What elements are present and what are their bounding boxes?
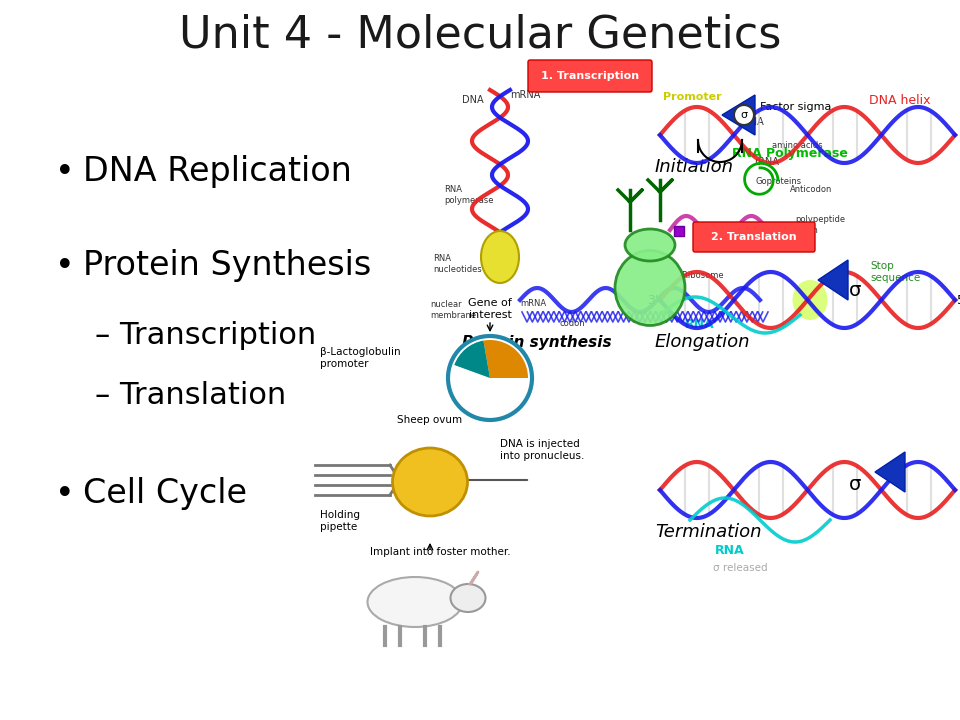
Text: Implant into foster mother.: Implant into foster mother. (370, 547, 511, 557)
Text: σ released: σ released (712, 563, 767, 573)
Text: Factor sigma: Factor sigma (760, 102, 831, 112)
Text: Termination: Termination (655, 523, 761, 541)
Ellipse shape (615, 251, 685, 325)
Polygon shape (722, 95, 755, 135)
Text: Anticodon: Anticodon (790, 186, 832, 194)
Text: •: • (55, 156, 75, 189)
Text: amino acids: amino acids (772, 140, 823, 150)
Text: σ: σ (849, 475, 861, 495)
Text: – Transcription: – Transcription (95, 322, 316, 351)
Bar (674, 226, 684, 236)
Text: σ: σ (849, 281, 861, 300)
Polygon shape (875, 452, 905, 492)
Wedge shape (454, 341, 490, 378)
Ellipse shape (450, 584, 486, 612)
Text: Promoter: Promoter (662, 92, 721, 102)
Text: 2. Translation: 2. Translation (711, 232, 797, 242)
Text: σ: σ (740, 110, 748, 120)
Text: DNA helix: DNA helix (869, 94, 931, 107)
Bar (762, 226, 772, 236)
Text: Gene of
interest: Gene of interest (468, 298, 512, 320)
Bar (740, 226, 750, 236)
Bar (718, 226, 728, 236)
Text: 3': 3' (647, 294, 658, 307)
Text: RNA Polymerase: RNA Polymerase (732, 146, 848, 160)
Ellipse shape (368, 577, 463, 627)
Polygon shape (818, 260, 848, 300)
Text: Initiation: Initiation (655, 158, 734, 176)
Bar (784, 226, 794, 236)
Ellipse shape (625, 229, 675, 261)
Ellipse shape (793, 280, 828, 320)
Text: Elongation: Elongation (655, 333, 751, 351)
Circle shape (734, 105, 754, 125)
Text: DNA: DNA (462, 95, 484, 105)
Text: mRNA: mRNA (520, 300, 546, 308)
Text: 5': 5' (957, 294, 960, 307)
Text: 1. Transcription: 1. Transcription (540, 71, 639, 81)
Text: Goproteins: Goproteins (755, 178, 802, 186)
Text: RNA
polymerase: RNA polymerase (444, 185, 493, 204)
Ellipse shape (393, 448, 468, 516)
Text: DNA Replication: DNA Replication (83, 156, 352, 189)
Text: RNA
nucleotides: RNA nucleotides (433, 254, 482, 274)
Text: •: • (55, 477, 75, 510)
FancyBboxPatch shape (693, 222, 815, 252)
Text: Protein Synthesis: Protein Synthesis (83, 250, 372, 282)
Text: codon: codon (560, 320, 586, 328)
Text: Unit 4 - Molecular Genetics: Unit 4 - Molecular Genetics (179, 14, 781, 56)
Text: RNA: RNA (685, 318, 715, 331)
Text: Stop
sequence: Stop sequence (870, 261, 921, 283)
Text: rRNA: rRNA (754, 157, 779, 167)
Text: Protein synthesis: Protein synthesis (462, 335, 612, 349)
Text: polypeptide
chain: polypeptide chain (795, 215, 845, 235)
Text: Cell Cycle: Cell Cycle (83, 477, 247, 510)
Text: •: • (55, 250, 75, 282)
Bar (696, 226, 706, 236)
Wedge shape (484, 340, 528, 378)
Text: -Ribosome: -Ribosome (680, 271, 725, 281)
Text: DNA is injected
into pronucleus.: DNA is injected into pronucleus. (500, 439, 585, 461)
Text: β-Lactoglobulin
promoter: β-Lactoglobulin promoter (320, 347, 400, 369)
Text: Sheep ovum: Sheep ovum (397, 415, 463, 425)
Text: mRNA: mRNA (510, 90, 540, 100)
Text: RNA: RNA (715, 544, 745, 557)
Ellipse shape (481, 231, 519, 283)
Text: Holding
pipette: Holding pipette (320, 510, 360, 531)
Text: nuclear
membrane: nuclear membrane (430, 300, 476, 320)
Circle shape (448, 336, 532, 420)
Text: tRNA: tRNA (740, 117, 765, 127)
FancyBboxPatch shape (528, 60, 652, 92)
Text: – Translation: – Translation (95, 382, 286, 410)
